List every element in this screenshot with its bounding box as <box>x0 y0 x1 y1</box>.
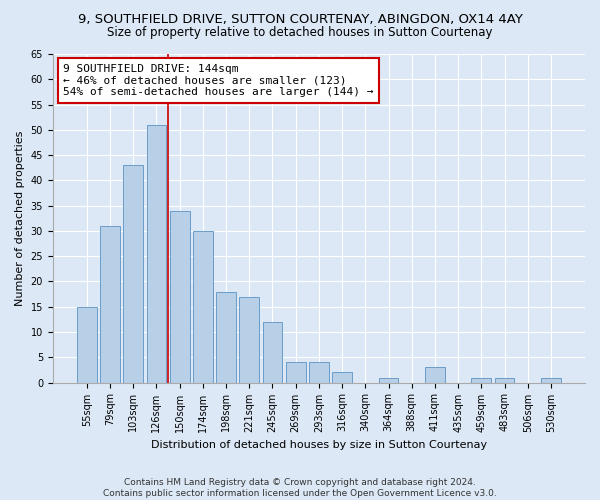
Bar <box>472 378 491 382</box>
Bar <box>77 306 97 382</box>
Text: 9 SOUTHFIELD DRIVE: 144sqm
← 46% of detached houses are smaller (123)
54% of sem: 9 SOUTHFIELD DRIVE: 144sqm ← 46% of deta… <box>64 64 374 97</box>
Bar <box>332 372 352 382</box>
X-axis label: Distribution of detached houses by size in Sutton Courtenay: Distribution of detached houses by size … <box>151 440 487 450</box>
Bar <box>541 378 561 382</box>
Bar <box>263 322 283 382</box>
Bar <box>309 362 329 382</box>
Bar <box>170 210 190 382</box>
Bar <box>494 378 514 382</box>
Bar <box>286 362 305 382</box>
Text: 9, SOUTHFIELD DRIVE, SUTTON COURTENAY, ABINGDON, OX14 4AY: 9, SOUTHFIELD DRIVE, SUTTON COURTENAY, A… <box>77 12 523 26</box>
Bar <box>146 125 166 382</box>
Text: Size of property relative to detached houses in Sutton Courtenay: Size of property relative to detached ho… <box>107 26 493 39</box>
Bar <box>239 296 259 382</box>
Bar <box>425 368 445 382</box>
Bar <box>100 226 120 382</box>
Text: Contains HM Land Registry data © Crown copyright and database right 2024.
Contai: Contains HM Land Registry data © Crown c… <box>103 478 497 498</box>
Bar <box>193 231 213 382</box>
Bar <box>124 165 143 382</box>
Bar <box>379 378 398 382</box>
Bar <box>216 292 236 382</box>
Y-axis label: Number of detached properties: Number of detached properties <box>15 130 25 306</box>
